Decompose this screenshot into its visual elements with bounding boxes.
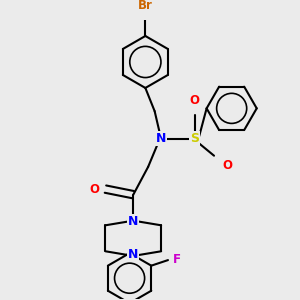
Text: O: O (89, 183, 99, 196)
Text: O: O (190, 94, 200, 106)
Text: S: S (190, 133, 199, 146)
Text: Br: Br (138, 0, 153, 12)
Text: N: N (156, 133, 166, 146)
Text: N: N (128, 248, 139, 262)
Text: N: N (128, 215, 139, 228)
Text: F: F (173, 253, 181, 266)
Text: O: O (222, 159, 232, 172)
